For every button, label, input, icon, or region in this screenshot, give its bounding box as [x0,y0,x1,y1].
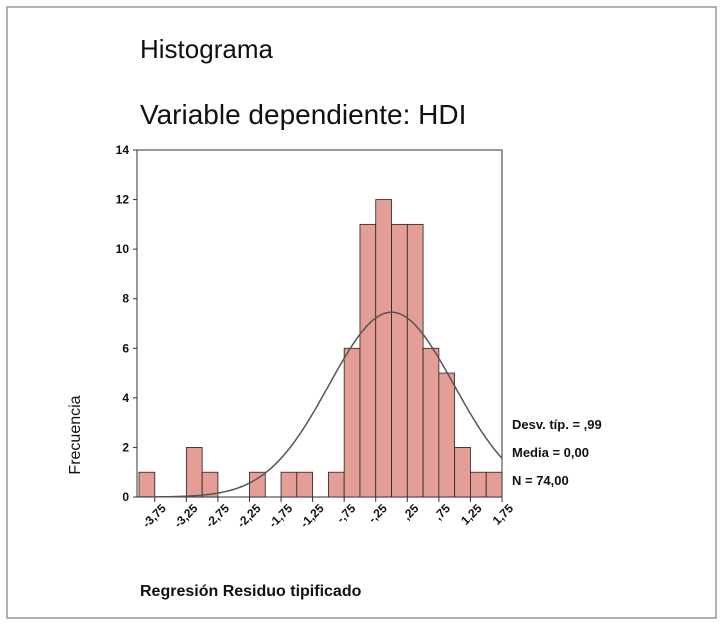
x-tick-label: -,75 [334,501,359,526]
frame [6,6,717,619]
x-tick-label: ,25 [400,501,422,523]
bar [201,471,219,498]
y-tick-label: 10 [116,242,130,256]
x-tick-label: -2,25 [234,501,263,530]
bar [343,347,361,498]
y-tick-label: 8 [122,292,129,306]
y-tick-label: 0 [122,490,129,504]
bar [249,471,266,498]
y-tick-label: 2 [122,440,129,454]
bar [185,447,203,498]
plot-frame [136,149,503,498]
y-tick-label: 14 [116,143,130,157]
bar [138,471,156,498]
y-tick-label: 12 [116,193,130,207]
bar [454,447,471,498]
x-tick-label: -1,75 [266,501,295,530]
bar [296,471,314,498]
y-axis-label: Frecuencia [67,395,84,474]
x-tick-label: 1,25 [458,501,485,528]
bar [485,471,503,498]
x-tick-label: -3,75 [140,501,169,530]
bar [470,471,487,498]
x-tick-label: -,25 [365,501,390,526]
chart-subtitle: Variable dependiente: HDI [140,99,466,130]
chart-title: Histograma [140,34,273,64]
x-axis-label: Regresión Residuo tipificado [140,583,362,600]
bar [438,372,456,498]
bar [375,199,392,498]
stat-sd: Desv. típ. = ,99 [512,417,602,432]
bar [391,223,408,498]
x-tick-label: ,75 [431,501,453,523]
normal-curve [139,311,503,498]
bar [406,223,424,498]
stat-n: N = 74,00 [512,473,569,488]
x-tick-label: -2,75 [203,501,232,530]
bar [327,471,345,498]
y-tick-label: 6 [122,341,129,355]
x-tick-label: -1,25 [297,501,326,530]
x-tick-label: -3,25 [171,501,200,530]
bar [280,471,298,498]
y-tick-label: 4 [122,391,129,405]
stat-mean: Media = 0,00 [512,445,589,460]
bar [359,223,377,498]
bar [422,347,440,498]
x-tick-label: 1,75 [490,501,517,528]
